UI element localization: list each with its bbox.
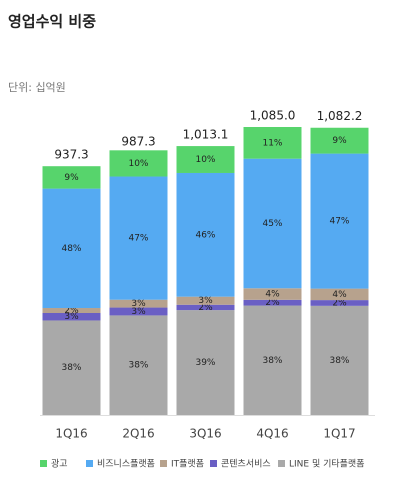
legend-label: LINE 및 기타플랫폼	[289, 458, 365, 470]
bar-segment	[310, 288, 369, 301]
bar-segment	[176, 296, 235, 305]
total-label: 937.3	[54, 148, 88, 162]
bar-segment	[109, 176, 168, 300]
bar-segment	[176, 304, 235, 311]
segment-label: 10%	[195, 155, 215, 165]
x-tick-label: 3Q16	[189, 427, 221, 441]
bar-segment	[243, 299, 302, 306]
bar-segment	[109, 315, 168, 415]
legend-label: 광고	[51, 458, 68, 470]
segment-label: 47%	[128, 234, 148, 244]
segment-label: 38%	[128, 361, 148, 371]
legend-label: 콘텐츠서비스	[221, 459, 271, 470]
bar-segment	[109, 150, 168, 177]
segment-label: 4%	[332, 290, 347, 300]
bar-segment	[42, 188, 101, 309]
bar-segment	[243, 127, 302, 159]
segment-label: 9%	[64, 173, 79, 183]
total-label: 1,082.2	[317, 109, 363, 123]
x-tick-label: 1Q17	[323, 427, 355, 441]
x-tick-label: 1Q16	[55, 427, 87, 441]
segment-label: 39%	[195, 358, 215, 368]
bar-segment	[42, 312, 101, 321]
legend-swatch	[86, 460, 93, 467]
bar-segment	[243, 305, 302, 415]
segment-label: 45%	[262, 219, 282, 229]
segment-label: 4%	[265, 290, 280, 300]
bar-segment	[176, 172, 235, 297]
total-label: 1,085.0	[250, 109, 296, 123]
bar-segment	[310, 300, 369, 306]
segment-label: 38%	[329, 356, 349, 366]
legend-swatch	[160, 460, 167, 467]
bar-segment	[109, 299, 168, 308]
segment-label: 2%	[64, 306, 79, 316]
segment-label: 2%	[265, 298, 280, 308]
segment-label: 46%	[195, 230, 215, 240]
legend-label: IT플랫폼	[171, 459, 204, 470]
segment-label: 2%	[198, 303, 213, 313]
segment-label: 9%	[332, 136, 347, 146]
segment-label: 47%	[329, 217, 349, 227]
bar-segment	[42, 320, 101, 415]
segment-label: 2%	[332, 298, 347, 308]
segment-label: 3%	[64, 312, 79, 322]
bar-segment	[310, 305, 369, 415]
bar-segment	[42, 166, 101, 189]
x-tick-label: 2Q16	[122, 427, 154, 441]
bar-segment	[42, 308, 101, 313]
bar-segment	[176, 310, 235, 415]
bar-segment	[310, 153, 369, 289]
bar-segment	[243, 288, 302, 300]
total-label: 1,013.1	[183, 128, 229, 142]
segment-label: 38%	[262, 356, 282, 366]
legend-swatch	[210, 460, 217, 467]
segment-label: 11%	[262, 138, 282, 148]
segment-label: 3%	[131, 307, 146, 317]
x-tick-label: 4Q16	[256, 427, 288, 441]
total-label: 987.3	[121, 134, 155, 148]
segment-label: 38%	[61, 363, 81, 373]
unit-note: 단위: 십억원	[8, 81, 66, 94]
segment-label: 3%	[131, 299, 146, 309]
bar-segment	[176, 146, 235, 173]
bar-segment	[243, 158, 302, 289]
legend-label: 비즈니스플랫폼	[97, 459, 155, 470]
legend-swatch	[278, 460, 285, 467]
bar-segment	[109, 307, 168, 316]
bar-segment	[310, 127, 369, 154]
chart-title: 영업수익 비중	[8, 13, 96, 31]
legend-swatch	[40, 460, 47, 467]
segment-label: 3%	[198, 296, 213, 306]
segment-label: 48%	[61, 244, 81, 254]
segment-label: 10%	[128, 159, 148, 169]
